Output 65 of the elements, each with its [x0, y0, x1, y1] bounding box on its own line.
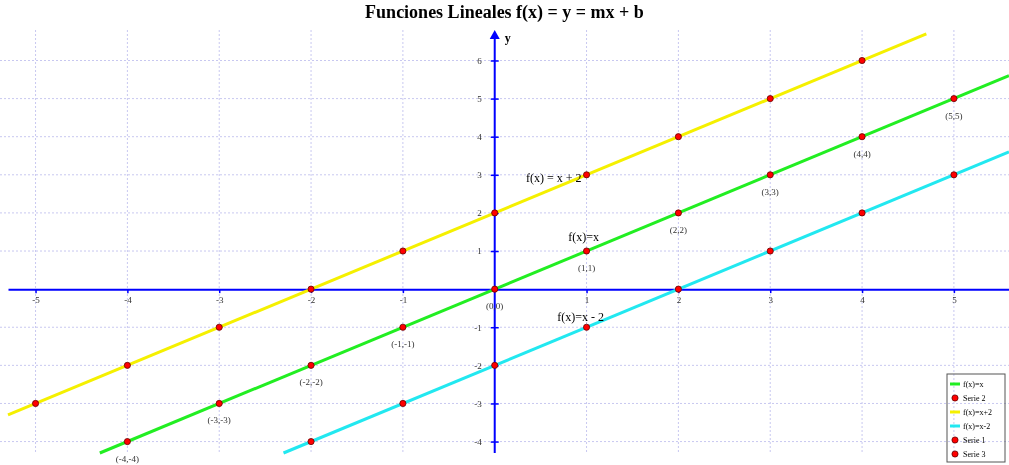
- y-tick-label: 3: [477, 170, 483, 181]
- y-tick-label: 2: [477, 208, 482, 219]
- y-tick-label: -1: [474, 322, 482, 333]
- point: [674, 209, 682, 217]
- point: [858, 209, 866, 217]
- point: [674, 285, 682, 293]
- x-tick-label: -4: [124, 294, 133, 305]
- x-tick-label: 2: [676, 294, 682, 305]
- annotation: (5,5): [945, 110, 963, 121]
- point: [950, 171, 958, 179]
- point: [766, 171, 774, 179]
- x-tick-label: -3: [215, 294, 224, 305]
- point: [399, 399, 407, 407]
- legend-label: f(x)=x: [963, 380, 984, 389]
- y-tick-label: 5: [477, 93, 483, 104]
- point: [583, 247, 591, 255]
- point: [307, 361, 315, 369]
- point: [950, 95, 958, 103]
- point: [583, 323, 591, 331]
- x-tick-label: 1: [584, 294, 590, 305]
- point: [215, 399, 223, 407]
- annotation: (4,4): [853, 148, 871, 159]
- annotation: (-3,-3): [207, 415, 231, 426]
- point: [307, 438, 315, 446]
- x-tick-label: -5: [32, 294, 41, 305]
- point: [399, 323, 407, 331]
- point: [123, 438, 131, 446]
- y-tick-label: 1: [477, 246, 482, 257]
- legend-label: Serie 2: [963, 394, 986, 403]
- legend-label: f(x)=x-2: [963, 422, 991, 431]
- point: [32, 399, 40, 407]
- y-tick-label: -3: [474, 398, 483, 409]
- legend-label: Serie 3: [963, 450, 986, 459]
- x-tick-label: 4: [860, 294, 866, 305]
- annotation: (-4,-4): [115, 453, 140, 464]
- point: [858, 133, 866, 141]
- point: [583, 171, 591, 179]
- annotation: (2,2): [669, 224, 688, 235]
- point: [491, 285, 499, 293]
- annotation: (1,1): [577, 263, 596, 274]
- y-tick-label: -4: [474, 436, 483, 447]
- point: [215, 323, 223, 331]
- point: [766, 95, 774, 103]
- annotation: (3,3): [761, 186, 779, 197]
- annotation: f(x)=x: [568, 229, 599, 244]
- chart-title: Funciones Lineales f(x) = y = mx + b: [365, 2, 644, 23]
- point: [858, 57, 866, 64]
- y-tick-label: 6: [477, 55, 483, 66]
- y-axis-title: y: [504, 31, 511, 45]
- point: [674, 133, 682, 141]
- annotation: (-2,-2): [299, 377, 323, 388]
- annotation: (-1,-1): [391, 339, 415, 350]
- y-tick-label: 4: [477, 132, 483, 143]
- x-tick-label: -2: [307, 294, 316, 305]
- point: [399, 247, 407, 255]
- x-tick-label: 3: [768, 294, 774, 305]
- x-tick-label: 5: [952, 294, 958, 305]
- legend-label: Serie 1: [963, 436, 986, 445]
- legend-label: f(x)=x+2: [963, 408, 993, 417]
- annotation: f(x) = x + 2: [525, 170, 582, 185]
- point: [766, 247, 774, 255]
- y-tick-label: -2: [474, 360, 482, 371]
- point: [491, 361, 499, 369]
- point: [123, 361, 131, 369]
- x-tick-label: -1: [399, 294, 408, 305]
